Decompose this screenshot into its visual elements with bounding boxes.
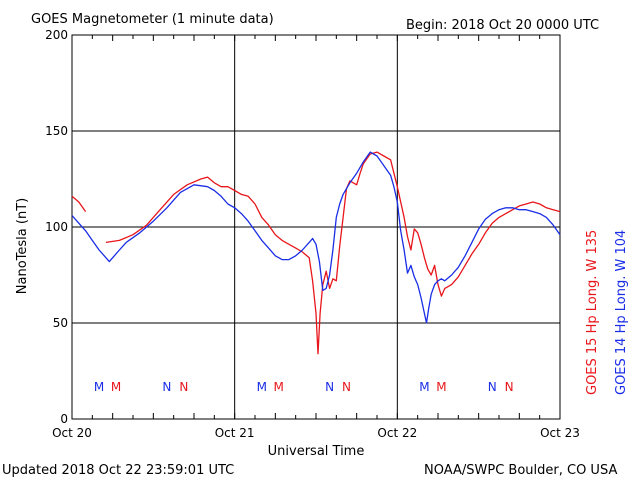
legend-goes14: GOES 14 Hp Long. W 104 xyxy=(614,230,629,395)
series-line-goes14 xyxy=(71,151,561,324)
x-tick-label: Oct 21 xyxy=(215,426,255,440)
x-tick-label: Oct 22 xyxy=(377,426,417,440)
midnight-marker: M xyxy=(274,380,284,394)
midnight-marker: M xyxy=(419,380,429,394)
y-tick-label: 200 xyxy=(45,28,68,42)
noon-marker: N xyxy=(488,380,497,394)
midnight-marker: M xyxy=(111,380,121,394)
midnight-marker: M xyxy=(257,380,267,394)
noon-marker: N xyxy=(505,380,514,394)
x-tick-label: Oct 20 xyxy=(52,426,92,440)
y-tick-label: 100 xyxy=(45,220,68,234)
x-tick-label: Oct 23 xyxy=(540,426,580,440)
y-axis-label: NanoTesla (nT) xyxy=(15,198,30,294)
series-line-goes15 xyxy=(71,151,561,355)
source-credit: NOAA/SWPC Boulder, CO USA xyxy=(424,463,617,478)
x-axis-label: Universal Time xyxy=(268,444,365,459)
tick-labels: 0 50 100 150 200 Oct 20 Oct 21 Oct 22 Oct 23 xyxy=(45,28,580,440)
series-layer xyxy=(71,151,561,355)
y-tick-label: 150 xyxy=(45,124,68,138)
midnight-marker: M xyxy=(94,380,104,394)
legend-goes15: GOES 15 Hp Long. W 135 xyxy=(585,230,600,395)
midnight-marker: M xyxy=(436,380,446,394)
grid xyxy=(71,34,561,420)
chart-title: GOES Magnetometer (1 minute data) xyxy=(31,12,274,27)
noon-marker: N xyxy=(179,380,188,394)
noon-marker: N xyxy=(342,380,351,394)
y-tick-label: 0 xyxy=(60,412,68,426)
noon-marker: N xyxy=(325,380,334,394)
begin-time: Begin: 2018 Oct 20 0000 UTC xyxy=(406,18,599,33)
y-tick-label: 50 xyxy=(53,316,68,330)
updated-time: Updated 2018 Oct 22 23:59:01 UTC xyxy=(2,463,234,478)
noon-marker: N xyxy=(162,380,171,394)
